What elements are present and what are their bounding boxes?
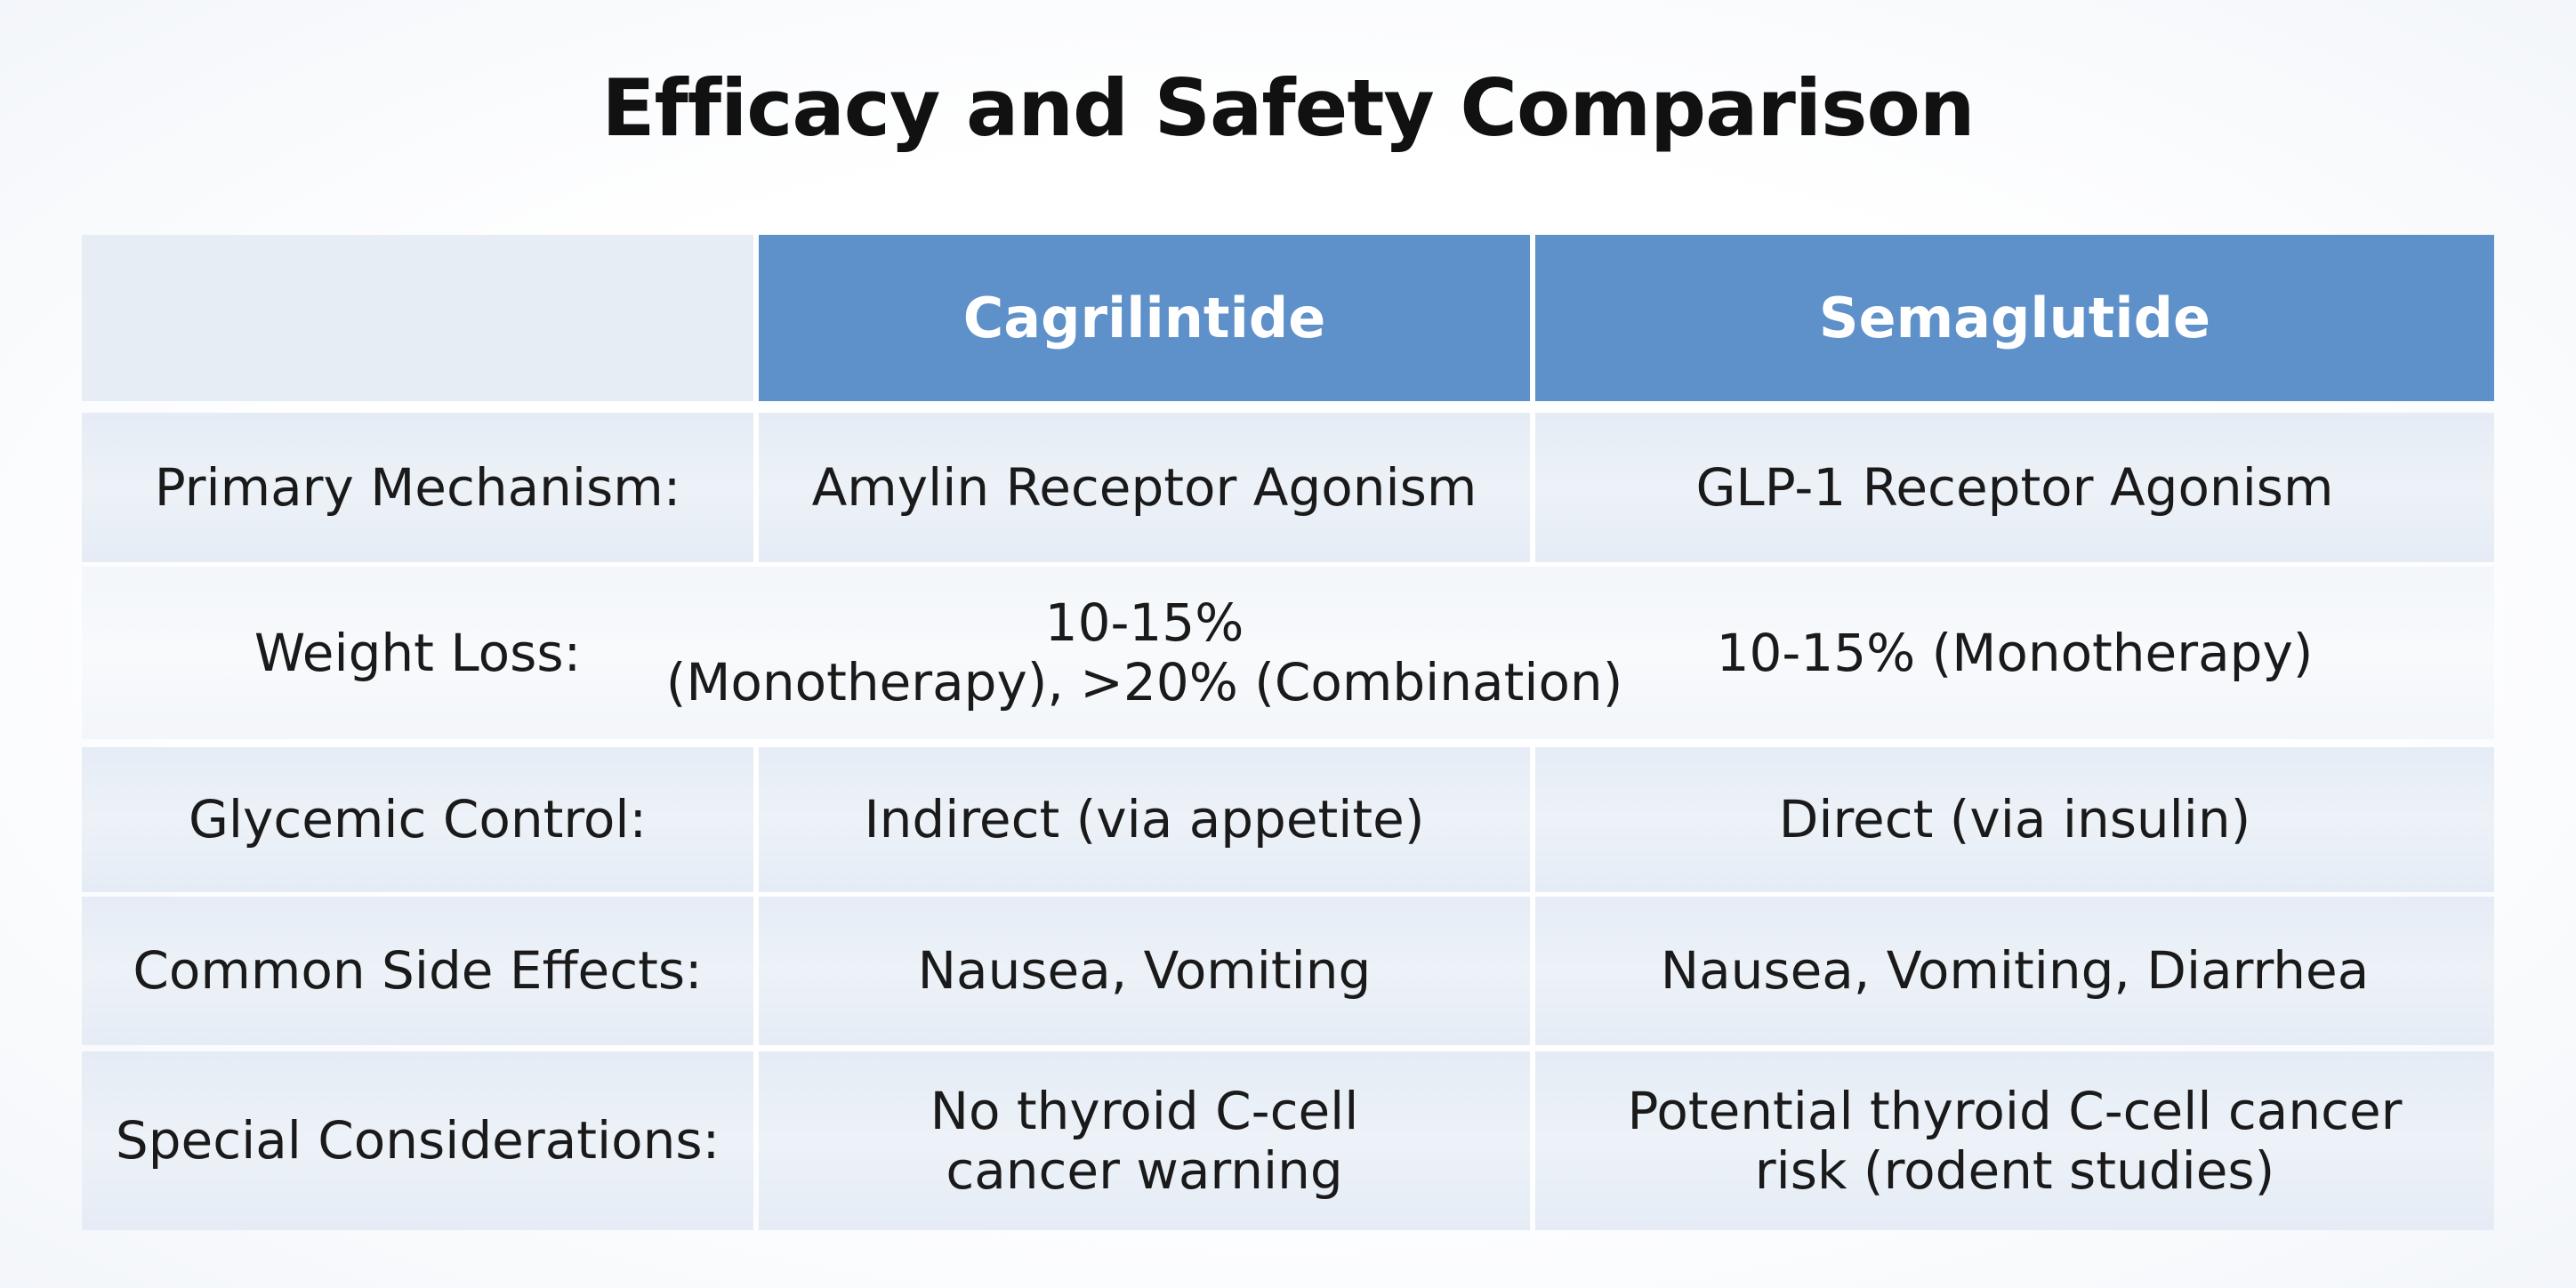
cell-text: No thyroid C-cell: [930, 1080, 1359, 1141]
cell-text: 10-15%: [1044, 592, 1244, 654]
cell-text: GLP-1 Receptor Agonism: [1695, 456, 2334, 518]
cell: Nausea, Vomiting: [759, 897, 1530, 1045]
cell-text: risk (rodent studies): [1754, 1139, 2275, 1201]
cell-text: Amylin Receptor Agonism: [811, 456, 1477, 518]
cell: Indirect (via appetite): [759, 747, 1530, 892]
cell-text: Nausea, Vomiting, Diarrhea: [1660, 940, 2370, 1002]
cell: Amylin Receptor Agonism: [759, 413, 1530, 562]
cell-text: Potential thyroid C-cell cancer: [1627, 1080, 2403, 1141]
row-background: [82, 567, 2494, 739]
cell-text: 10-15% (Monotherapy): [1716, 622, 2314, 683]
row-label: Common Side Effects:: [82, 897, 753, 1045]
cell: 10-15% (Monotherapy), >20% (Combination): [666, 567, 1623, 739]
row-label: Glycemic Control:: [82, 747, 753, 892]
cell: GLP-1 Receptor Agonism: [1535, 413, 2494, 562]
row-label: Primary Mechanism:: [82, 413, 753, 562]
row-label: Special Considerations:: [82, 1051, 753, 1230]
cell: No thyroid C-cell cancer warning: [759, 1051, 1530, 1230]
cell-text: Direct (via insulin): [1778, 789, 2251, 850]
cell-text: Indirect (via appetite): [864, 789, 1425, 850]
cell: Direct (via insulin): [1535, 747, 2494, 892]
cell: 10-15% (Monotherapy): [1535, 567, 2494, 739]
column-header: Semaglutide: [1535, 235, 2494, 401]
cell-text: Nausea, Vomiting: [917, 940, 1372, 1002]
header-blank: [82, 235, 753, 401]
cell: Potential thyroid C-cell cancer risk (rod…: [1535, 1051, 2494, 1230]
cell-text: (Monotherapy), >20% (Combination): [665, 652, 1623, 712]
title: Efficacy and Safety Comparison: [601, 62, 1975, 154]
cell: Nausea, Vomiting, Diarrhea: [1535, 897, 2494, 1045]
cell-text: cancer warning: [946, 1139, 1343, 1201]
row-label: Weight Loss:: [254, 622, 582, 683]
column-header: Cagrilintide: [759, 235, 1530, 401]
